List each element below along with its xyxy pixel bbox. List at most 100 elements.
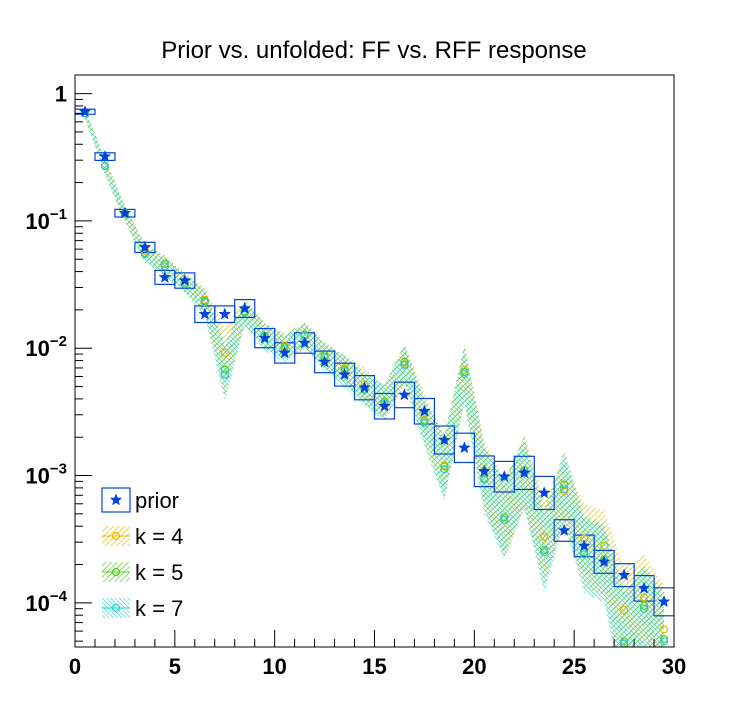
prior-box — [653, 587, 674, 617]
prior-marker — [278, 346, 292, 359]
x-tick-label: 10 — [262, 654, 286, 679]
marker-k7 — [440, 465, 449, 474]
x-axis: 0 5 10 15 20 25 30 — [69, 630, 686, 679]
prior-box — [393, 381, 416, 409]
legend: prior k = 4 k = 5 k = 7 — [101, 487, 183, 621]
y-tick-exponent: −1 — [50, 206, 67, 223]
prior-marker — [238, 301, 252, 314]
prior-box — [593, 549, 615, 574]
prior-marker — [358, 381, 371, 394]
prior-marker — [557, 523, 571, 536]
prior-box — [453, 432, 475, 464]
y-tick-label: 10−2 — [25, 333, 67, 361]
prior-marker — [517, 466, 531, 479]
marker-k7 — [579, 550, 589, 559]
x-tick-label: 20 — [462, 654, 486, 679]
prior-box — [553, 519, 575, 542]
legend-label: k = 7 — [135, 596, 183, 621]
y-tick-label: 10−4 — [25, 588, 67, 616]
legend-label: k = 5 — [135, 560, 183, 585]
marker-k5 — [540, 545, 549, 555]
legend-label: prior — [135, 488, 179, 513]
prior-box — [353, 375, 376, 401]
marker-k5 — [500, 513, 509, 522]
prior-marker — [637, 581, 651, 594]
y-tick-exponent: −3 — [50, 461, 67, 478]
y-tick-exponent: −4 — [50, 588, 68, 605]
marker-k4 — [540, 532, 549, 541]
prior-box — [513, 455, 535, 490]
prior-marker — [577, 539, 591, 552]
marker-k4 — [659, 625, 669, 634]
marker-k4 — [599, 541, 609, 551]
prior-marker — [378, 399, 391, 412]
x-tick-label: 25 — [562, 654, 586, 679]
data-markers — [78, 105, 671, 647]
prior-marker — [138, 240, 152, 253]
prior-marker — [537, 486, 551, 499]
y-tick-base: 10 — [25, 336, 49, 361]
marker-k7 — [160, 262, 169, 271]
y-tick-base: 10 — [25, 209, 49, 234]
legend-label: k = 4 — [135, 524, 183, 549]
chart-title: Prior vs. unfolded: FF vs. RFF response — [161, 37, 586, 64]
marker-k7 — [500, 515, 509, 524]
prior-marker — [398, 388, 411, 401]
prior-marker — [418, 404, 431, 417]
prior-marker — [158, 270, 172, 283]
prior-marker — [78, 105, 92, 118]
marker-k5 — [440, 462, 449, 471]
legend-swatch-prior — [101, 487, 131, 513]
prior-marker — [318, 355, 331, 368]
marker-k7 — [100, 161, 110, 171]
x-tick-label: 15 — [362, 654, 386, 679]
prior-marker — [198, 307, 212, 320]
marker-k7 — [220, 370, 229, 379]
x-tick-label: 30 — [662, 654, 686, 679]
prior-box — [174, 272, 196, 289]
prior-box — [334, 362, 356, 387]
prior-box — [314, 350, 336, 374]
marker-k7 — [659, 637, 669, 646]
prior-marker — [597, 555, 611, 568]
y-tick-label: 1 — [55, 82, 67, 107]
prior-marker — [218, 307, 232, 320]
marker-k5 — [160, 259, 169, 268]
y-tick-base: 10 — [25, 591, 49, 616]
prior-marker — [178, 273, 192, 286]
x-tick-label: 5 — [169, 654, 181, 679]
prior-marker — [258, 331, 272, 344]
legend-marker-prior — [109, 493, 123, 506]
y-tick-base: 1 — [55, 82, 67, 107]
y-tick-exponent: −2 — [50, 333, 67, 350]
marker-k7 — [639, 604, 649, 613]
y-tick-label: 10−3 — [25, 461, 67, 489]
x-tick-label: 0 — [69, 654, 81, 679]
prior-marker — [298, 336, 311, 349]
prior-marker — [118, 206, 132, 219]
marker-k7 — [200, 298, 209, 307]
marker-k7 — [540, 548, 549, 557]
marker-k4 — [220, 348, 229, 357]
prior-marker — [438, 433, 451, 446]
y-tick-label: 10−1 — [25, 206, 67, 234]
prior-marker — [338, 367, 351, 381]
prior-boxes — [75, 108, 674, 617]
y-axis: 110−110−210−310−4 — [25, 82, 92, 642]
prior-marker — [497, 470, 511, 483]
legend-marker-circle — [111, 603, 121, 613]
marker-k5 — [220, 365, 229, 374]
prior-marker — [457, 441, 471, 454]
prior-box — [234, 299, 256, 319]
marker-k5 — [619, 637, 629, 646]
marker-k4 — [619, 605, 629, 615]
marker-k7 — [420, 418, 429, 427]
marker-k7 — [560, 485, 569, 494]
marker-k5 — [639, 601, 649, 610]
prior-marker — [617, 568, 631, 581]
prior-marker — [98, 149, 112, 163]
legend-marker-circle — [111, 531, 121, 541]
marker-k5 — [560, 480, 569, 489]
y-tick-base: 10 — [25, 464, 49, 489]
